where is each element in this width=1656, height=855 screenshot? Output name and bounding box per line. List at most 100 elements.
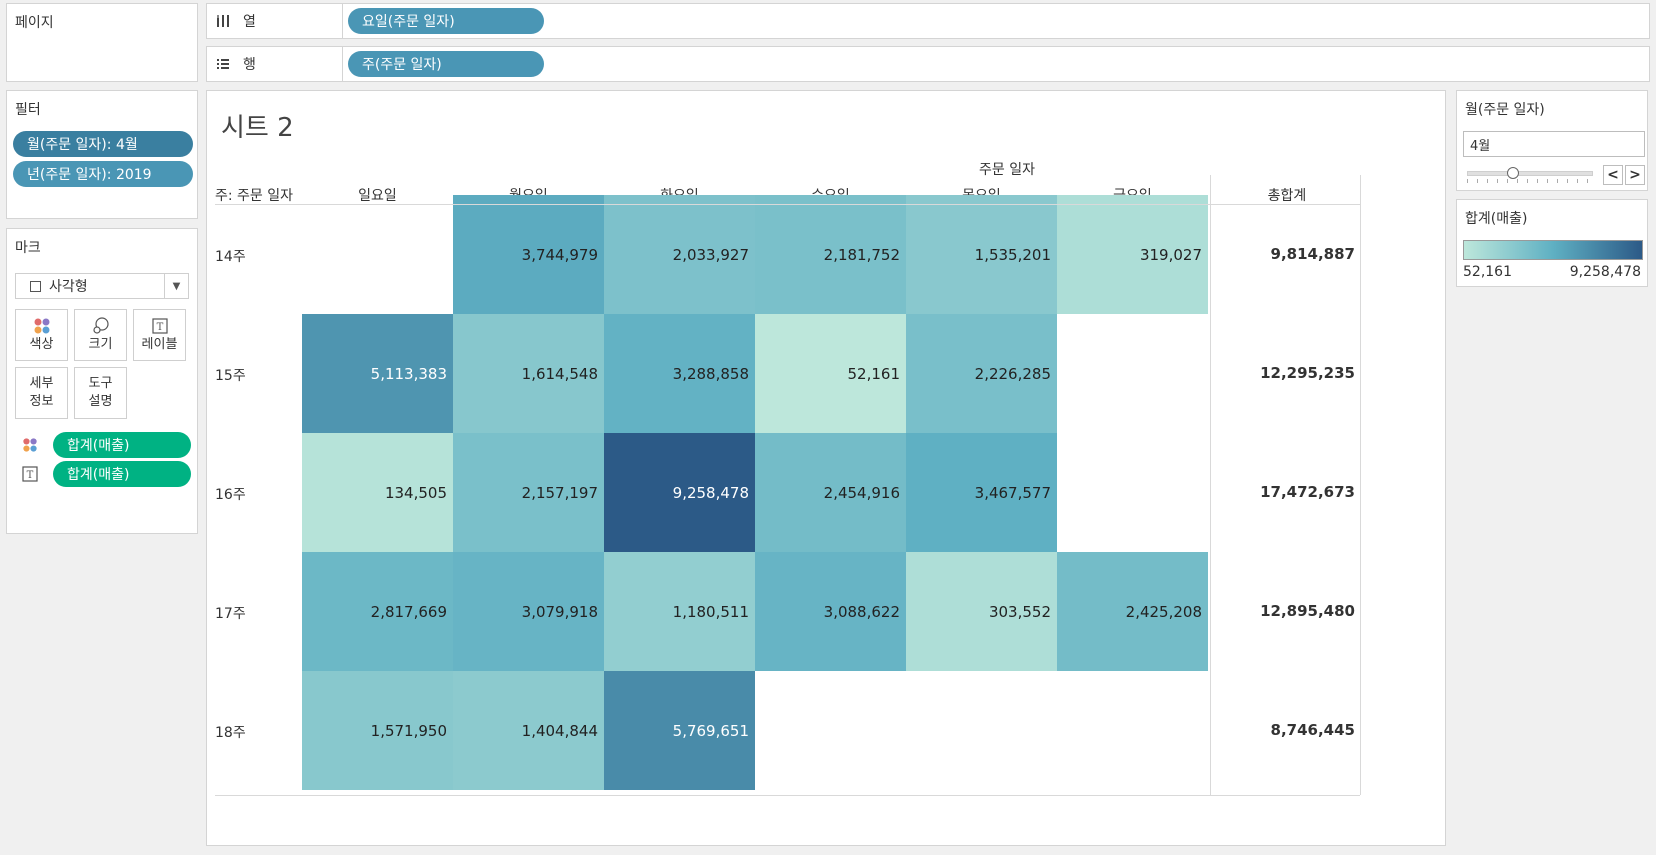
filter-pill-month[interactable]: 월(주문 일자): 4월 <box>13 131 193 157</box>
label-button-label: 레이블 <box>141 337 178 352</box>
heatmap-cell[interactable]: 1,571,950 <box>302 671 453 790</box>
grand-total-divider <box>1210 175 1211 795</box>
rows-shelf[interactable]: 행 주(주문 일자) <box>206 46 1650 82</box>
row-header[interactable]: 16주 <box>215 486 246 503</box>
size-circles-icon <box>92 316 110 336</box>
size-button[interactable]: 크기 <box>74 309 127 361</box>
square-mark-icon <box>30 280 41 292</box>
color-legend-card[interactable]: 합계(매출) 52,161 9,258,478 <box>1456 199 1648 287</box>
svg-text:T: T <box>27 470 34 481</box>
rows-label-text: 행 <box>243 57 256 73</box>
detail-button[interactable]: 세부 정보 <box>15 367 68 419</box>
grand-total-cell[interactable]: 12,895,480 <box>1260 601 1355 620</box>
sheet-right-border <box>1360 175 1361 795</box>
heatmap-cell[interactable]: 2,157,197 <box>453 433 604 552</box>
legend-min-label: 52,161 <box>1463 264 1512 280</box>
heatmap-cell[interactable]: 2,817,669 <box>302 552 453 671</box>
filters-title: 필터 <box>15 102 41 118</box>
heatmap-cell[interactable]: 1,535,201 <box>906 195 1057 314</box>
color-dots-icon <box>21 437 39 453</box>
label-button[interactable]: T 레이블 <box>133 309 186 361</box>
svg-text:T: T <box>156 322 163 333</box>
prev-month-button[interactable]: < <box>1603 165 1623 185</box>
columns-shelf-label: 열 <box>207 4 343 38</box>
heatmap-cell[interactable]: 1,404,844 <box>453 671 604 790</box>
next-month-button[interactable]: > <box>1625 165 1645 185</box>
size-button-label: 크기 <box>88 337 113 352</box>
heatmap-cell[interactable]: 2,033,927 <box>604 195 755 314</box>
label-encoding-pill[interactable]: 합계(매출) <box>53 461 191 487</box>
header-divider <box>215 204 1360 205</box>
columns-pill-weekday[interactable]: 요일(주문 일자) <box>348 8 544 34</box>
marks-title: 마크 <box>15 240 41 256</box>
columns-icon <box>215 14 231 28</box>
filter-pill-year[interactable]: 년(주문 일자): 2019 <box>13 161 193 187</box>
grand-total-cell[interactable]: 17,472,673 <box>1260 482 1355 501</box>
rows-pill-week[interactable]: 주(주문 일자) <box>348 51 544 77</box>
columns-label-text: 열 <box>243 14 256 30</box>
heatmap-cell[interactable]: 2,181,752 <box>755 195 906 314</box>
sheet-title: 시트 2 <box>221 113 294 143</box>
month-filter-input[interactable]: 4월 <box>1463 131 1645 157</box>
heatmap-cell[interactable]: 52,161 <box>755 314 906 433</box>
sheet-view[interactable]: 시트 2 주문 일자 주: 주문 일자 일요일월요일화요일수요일목요일금요일 총… <box>206 90 1446 846</box>
heatmap-cell[interactable]: 2,454,916 <box>755 433 906 552</box>
month-filter-title: 월(주문 일자) <box>1465 102 1545 118</box>
month-slider-thumb[interactable] <box>1507 167 1519 179</box>
legend-gradient-bar <box>1463 240 1643 260</box>
grand-total-cell[interactable]: 8,746,445 <box>1270 720 1355 739</box>
pages-card[interactable]: 페이지 <box>6 3 198 82</box>
column-header-title: 주문 일자 <box>979 162 1035 178</box>
chevron-down-icon[interactable]: ▼ <box>164 274 188 298</box>
month-slider-ticks <box>1467 179 1593 183</box>
row-header[interactable]: 14주 <box>215 248 246 265</box>
grand-total-header: 총합계 <box>1267 188 1307 204</box>
color-button[interactable]: 색상 <box>15 309 68 361</box>
label-text-icon: T <box>21 466 39 482</box>
tooltip-button[interactable]: 도구 설명 <box>74 367 127 419</box>
column-header[interactable]: 일요일 <box>358 188 397 204</box>
filters-card[interactable]: 필터 월(주문 일자): 4월 년(주문 일자): 2019 <box>6 90 198 219</box>
row-header[interactable]: 15주 <box>215 367 246 384</box>
label-text-icon: T <box>151 316 168 336</box>
heatmap-cell[interactable]: 134,505 <box>302 433 453 552</box>
row-header[interactable]: 18주 <box>215 724 246 741</box>
color-encoding-row: 합계(매출) <box>21 432 191 458</box>
heatmap-cell[interactable]: 5,769,651 <box>604 671 755 790</box>
mark-type-dropdown[interactable]: 사각형 ▼ <box>15 273 189 299</box>
month-filter-card[interactable]: 월(주문 일자) 4월 < > <box>1456 90 1648 191</box>
legend-max-label: 9,258,478 <box>1569 264 1641 280</box>
row-header[interactable]: 17주 <box>215 605 246 622</box>
heatmap-cell[interactable]: 319,027 <box>1057 195 1208 314</box>
heatmap-cell[interactable]: 3,288,858 <box>604 314 755 433</box>
heatmap-cell[interactable]: 3,744,979 <box>453 195 604 314</box>
color-dots-icon <box>33 316 51 336</box>
color-encoding-pill[interactable]: 합계(매출) <box>53 432 191 458</box>
marks-card[interactable]: 마크 사각형 ▼ 색상 크기 T 레이블 세부 정보 도구 설명 합계(매출) <box>6 228 198 534</box>
heatmap-cell[interactable]: 3,467,577 <box>906 433 1057 552</box>
pages-title: 페이지 <box>15 15 54 31</box>
tooltip-button-label-1: 도구 <box>88 376 113 391</box>
heatmap-cell[interactable]: 303,552 <box>906 552 1057 671</box>
month-slider-track[interactable] <box>1467 171 1593 176</box>
heatmap-cell[interactable]: 9,258,478 <box>604 433 755 552</box>
detail-button-label-1: 세부 <box>29 376 54 391</box>
tooltip-button-label-2: 설명 <box>88 394 113 409</box>
grand-total-cell[interactable]: 9,814,887 <box>1270 244 1355 263</box>
heatmap-cell[interactable]: 1,180,511 <box>604 552 755 671</box>
heatmap-cell[interactable]: 2,425,208 <box>1057 552 1208 671</box>
sheet-bottom-border <box>215 795 1360 796</box>
grand-total-cell[interactable]: 12,295,235 <box>1260 363 1355 382</box>
rows-shelf-label: 행 <box>207 47 343 81</box>
columns-shelf[interactable]: 열 요일(주문 일자) <box>206 3 1650 39</box>
mark-type-label: 사각형 <box>49 279 88 295</box>
heatmap-cell[interactable]: 1,614,548 <box>453 314 604 433</box>
heatmap-cell[interactable]: 5,113,383 <box>302 314 453 433</box>
row-header-title: 주: 주문 일자 <box>215 188 294 204</box>
detail-button-label-2: 정보 <box>29 394 54 409</box>
heatmap-cell[interactable]: 2,226,285 <box>906 314 1057 433</box>
heatmap-cell[interactable]: 3,079,918 <box>453 552 604 671</box>
label-encoding-row: T 합계(매출) <box>21 461 191 487</box>
color-button-label: 색상 <box>29 337 54 352</box>
heatmap-cell[interactable]: 3,088,622 <box>755 552 906 671</box>
